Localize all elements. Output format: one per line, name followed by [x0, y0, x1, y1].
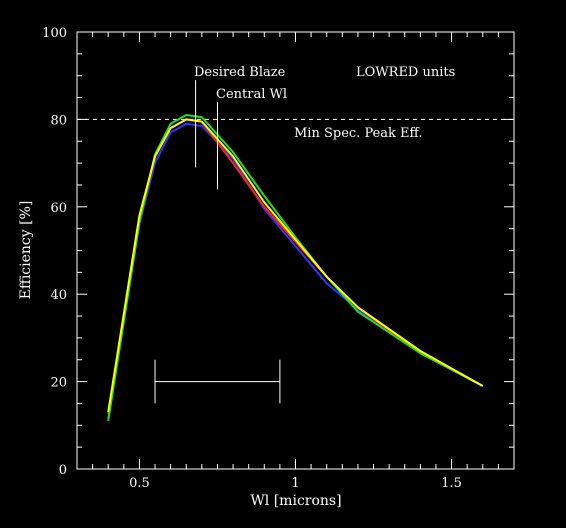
range-bar-group: [154, 359, 281, 404]
tick-labels: 0.5 1 1.5 0 20 40 60 80 100: [42, 26, 462, 491]
y-tick-label: 20: [50, 376, 67, 391]
series-line-3: [107, 114, 484, 422]
y-tick-label: 100: [42, 26, 67, 41]
annotation-desired-blaze: Desired Blaze: [194, 65, 286, 80]
series-group: [107, 114, 484, 422]
x-tick-label: 0.5: [129, 476, 150, 491]
markers-group: [195, 80, 218, 190]
annotation-central-wl: Central Wl: [216, 87, 287, 102]
series-line-4: [107, 118, 484, 413]
y-tick-label: 40: [50, 288, 67, 303]
y-axis-label: Efficiency [%]: [18, 201, 34, 300]
series-line-1: [107, 122, 484, 419]
y-tick-label: 80: [50, 113, 67, 128]
x-tick-label: 1.5: [441, 476, 462, 491]
annotation-min-spec: Min Spec. Peak Eff.: [294, 126, 422, 141]
y-tick-label: 0: [59, 463, 67, 478]
x-tick-label: 1: [291, 476, 299, 491]
plot-frame: [76, 31, 515, 470]
annotation-lowred-units: LOWRED units: [356, 65, 455, 80]
y-tick-label: 60: [50, 201, 67, 216]
axis-ticks: [76, 31, 515, 470]
x-axis-label: Wl [microns]: [250, 493, 341, 509]
